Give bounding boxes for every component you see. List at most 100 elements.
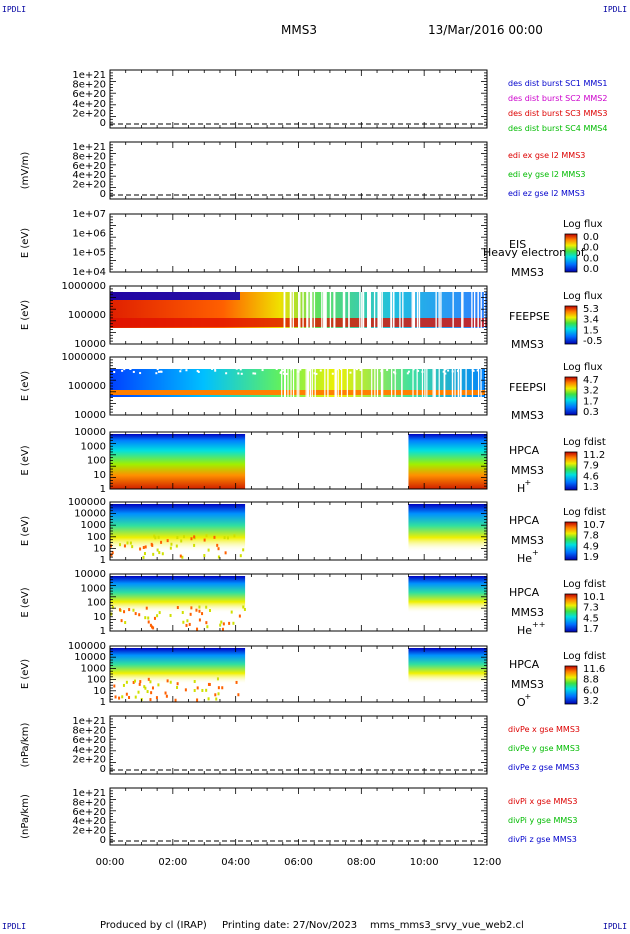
- y-tick-label: 100000: [68, 310, 106, 321]
- y-tick-label: 2e+20: [72, 180, 106, 191]
- sparse-count: [138, 682, 141, 686]
- noise-pixel: [239, 368, 242, 371]
- y-tick-label: 10: [93, 612, 106, 623]
- colorbar-title: Log fdist: [563, 579, 606, 590]
- noise-pixel: [276, 365, 279, 368]
- y-tick-label: 100000: [68, 497, 106, 508]
- sparse-count: [123, 544, 126, 548]
- noise-pixel: [159, 370, 162, 373]
- spacecraft-label: MMS3: [511, 678, 544, 691]
- noise-pixel: [299, 368, 302, 371]
- y-tick-label: 1000: [81, 441, 106, 452]
- data-gap-line: [440, 290, 442, 330]
- y-tick-label: 10000: [74, 339, 106, 350]
- data-gap-line: [307, 363, 310, 397]
- y-tick-label: 1: [100, 555, 106, 566]
- noise-pixel: [142, 366, 145, 369]
- sparse-count: [216, 677, 219, 681]
- colorbar-tick-label: 3.4: [583, 315, 599, 326]
- noise-pixel: [240, 372, 243, 375]
- sparse-count: [142, 546, 145, 550]
- data-gap-line: [327, 363, 329, 397]
- species-charge: ++: [532, 620, 545, 629]
- sparse-count: [215, 697, 218, 701]
- sparse-count: [221, 627, 224, 631]
- sparse-count: [143, 552, 146, 556]
- sparse-count: [203, 538, 206, 542]
- y-tick-label: 10000: [74, 427, 106, 438]
- noise-pixel: [129, 367, 132, 370]
- data-gap-line: [412, 363, 414, 397]
- sparse-count: [134, 612, 137, 616]
- noise-pixel: [225, 372, 228, 375]
- y-axis-label: E (eV): [20, 659, 31, 689]
- sparse-count: [165, 694, 168, 698]
- legend-entry: edi ez gse l2 MMS3: [508, 189, 585, 198]
- legend-entry: des dist burst SC3 MMS3: [508, 109, 607, 118]
- noise-pixel: [211, 367, 214, 370]
- sparse-count: [137, 690, 140, 694]
- noise-pixel: [430, 365, 433, 368]
- noise-pixel: [113, 371, 116, 374]
- legend-entry: des dist burst SC2 MMS2: [508, 94, 607, 103]
- sparse-count: [193, 543, 196, 547]
- data-gap-line: [283, 290, 285, 330]
- data-gap-line: [335, 363, 337, 397]
- sparse-count: [124, 621, 127, 625]
- noise-pixel: [139, 372, 142, 375]
- sparse-count: [237, 693, 240, 697]
- colorbar-tick-label: 7.9: [583, 461, 599, 472]
- y-tick-label: 6e+20: [72, 807, 106, 818]
- y-tick-label: 1000: [81, 520, 106, 531]
- y-tick-label: 1e+05: [72, 248, 106, 259]
- noise-pixel: [355, 368, 358, 371]
- header-spacecraft: MMS3: [281, 23, 317, 37]
- y-tick-label: 6e+20: [72, 161, 106, 172]
- sparse-count: [201, 612, 204, 616]
- y-tick-label: 100000: [68, 641, 106, 652]
- data-gap-line: [393, 290, 395, 330]
- panel-p6: 10000 1000 100 10 1 E (eV) HPCA MMS3 H + Log fdist…: [20, 427, 606, 495]
- sparse-count: [158, 611, 161, 615]
- noise-pixel: [197, 370, 200, 373]
- sparse-count: [193, 535, 196, 539]
- noise-pixel: [422, 366, 425, 369]
- sparse-count: [219, 623, 222, 627]
- sparse-count: [205, 688, 208, 692]
- sparse-count: [196, 698, 199, 702]
- noise-pixel: [315, 372, 318, 375]
- data-gap-line: [361, 290, 363, 330]
- sparse-count: [176, 682, 179, 686]
- panel-p5: 1000000 100000 10000 E (eV) FEEPSI MMS3 Log fl…: [20, 352, 603, 422]
- sparse-count: [205, 605, 208, 609]
- y-tick-label: 6e+20: [72, 735, 106, 746]
- noise-pixel: [297, 370, 300, 373]
- y-tick-label: 0: [100, 118, 106, 129]
- y-tick-label: 1000: [81, 663, 106, 674]
- sparse-count: [149, 680, 152, 684]
- sparse-count: [201, 688, 204, 692]
- sparse-count: [144, 545, 147, 549]
- data-gap-line: [452, 290, 454, 330]
- colorbar-tick-label: 8.8: [583, 675, 599, 686]
- data-gap-line: [413, 290, 416, 330]
- sparse-count: [122, 683, 125, 687]
- data-gap-line: [281, 363, 283, 397]
- sparse-count: [169, 613, 172, 617]
- legend-entry: des dist burst SC4 MMS4: [508, 124, 607, 133]
- header-date: 13/Mar/2016 00:00: [428, 23, 543, 37]
- noise-pixel: [257, 365, 260, 368]
- colorbar-title: Log fdist: [563, 507, 606, 518]
- sparse-count: [181, 611, 184, 615]
- noise-pixel: [386, 368, 389, 371]
- data-gap-line: [416, 290, 419, 330]
- data-gap-line: [451, 363, 454, 397]
- y-tick-label: 1e+07: [72, 209, 106, 220]
- y-tick-label: 0: [100, 835, 106, 846]
- spectrogram-block: [110, 648, 246, 684]
- y-axis-label: E (eV): [20, 445, 31, 475]
- y-tick-label: 2e+20: [72, 754, 106, 765]
